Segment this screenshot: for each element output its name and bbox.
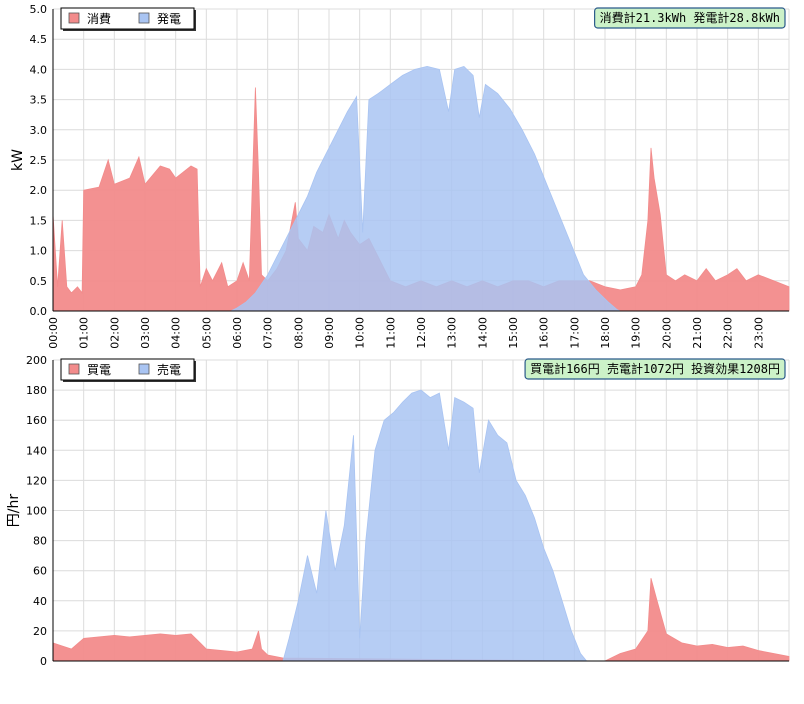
y-tick-label: 1.5	[30, 214, 48, 227]
x-tick-label: 17:00	[568, 317, 581, 349]
y-tick-label: 0	[40, 655, 47, 668]
x-tick-label: 01:00	[78, 317, 91, 349]
x-tick-label: 12:00	[415, 317, 428, 349]
legend-label: 発電	[157, 12, 181, 26]
x-tick-label: 08:00	[292, 317, 305, 349]
y-tick-label: 0.0	[30, 305, 48, 318]
y-tick-label: 60	[33, 565, 47, 578]
summary-box	[524, 358, 786, 380]
y-tick-label: 3.0	[30, 124, 48, 137]
y-tick-label: 1.0	[30, 245, 48, 258]
series-area-0-1	[230, 65, 621, 312]
x-tick-label: 14:00	[476, 317, 489, 349]
legend-label: 買電	[87, 363, 111, 377]
x-tick-label: 18:00	[599, 317, 612, 349]
legend-box	[60, 358, 195, 381]
legend-swatch	[138, 12, 150, 24]
summary-box	[594, 7, 786, 29]
x-tick-label: 04:00	[170, 317, 183, 349]
x-tick-label: 03:00	[139, 317, 152, 349]
y-tick-label: 100	[26, 505, 47, 518]
x-tick-label: 07:00	[262, 317, 275, 349]
y-axis-title: kW	[10, 149, 26, 171]
y-tick-label: 160	[26, 414, 47, 427]
y-tick-label: 5.0	[30, 3, 48, 16]
x-tick-label: 09:00	[323, 317, 336, 349]
x-tick-label: 22:00	[722, 317, 735, 349]
x-tick-label: 13:00	[446, 317, 459, 349]
legend-label: 消費	[87, 11, 111, 26]
series-area-1-1	[282, 389, 588, 662]
y-tick-label: 40	[33, 595, 47, 608]
y-tick-label: 4.0	[30, 63, 48, 76]
x-tick-label: 02:00	[108, 317, 121, 349]
legend-box	[60, 7, 195, 30]
legend-swatch	[68, 363, 80, 375]
x-tick-label: 21:00	[691, 317, 704, 349]
x-tick-label: 20:00	[660, 317, 673, 349]
summary-text: 消費計21.3kWh 発電計28.8kWh	[600, 10, 780, 25]
x-tick-label: 16:00	[538, 317, 551, 349]
y-tick-label: 3.5	[30, 94, 48, 107]
legend-label: 売電	[157, 362, 181, 377]
y-tick-label: 140	[26, 444, 47, 457]
y-tick-label: 120	[26, 474, 47, 487]
y-tick-label: 2.5	[30, 154, 48, 167]
y-tick-label: 80	[33, 535, 47, 548]
x-tick-label: 10:00	[354, 317, 367, 349]
y-tick-label: 200	[26, 354, 47, 367]
x-tick-label: 05:00	[200, 317, 213, 349]
y-tick-label: 20	[33, 625, 47, 638]
x-tick-label: 00:00	[47, 317, 60, 349]
x-tick-label: 19:00	[630, 317, 643, 349]
y-tick-label: 4.5	[30, 33, 48, 46]
x-tick-label: 06:00	[231, 317, 244, 349]
y-tick-label: 0.5	[30, 275, 48, 288]
x-tick-label: 15:00	[507, 317, 520, 349]
summary-text: 買電計166円 売電計1072円 投資効果1208円	[530, 361, 780, 376]
y-tick-label: 180	[26, 384, 47, 397]
x-tick-label: 11:00	[384, 317, 397, 349]
x-tick-label: 23:00	[752, 317, 765, 349]
legend-swatch	[138, 363, 150, 375]
series-area-1-0	[52, 578, 790, 662]
legend-swatch	[68, 12, 80, 24]
y-tick-label: 2.0	[30, 184, 48, 197]
y-axis-title: 円/hr	[6, 494, 22, 528]
